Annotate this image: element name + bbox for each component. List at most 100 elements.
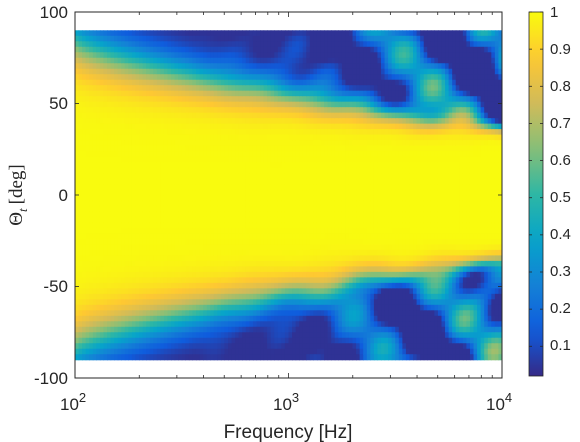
heatmap-cell <box>199 184 204 191</box>
heatmap-cell <box>270 299 275 306</box>
heatmap-cell <box>103 134 108 141</box>
heatmap-cell <box>263 266 268 273</box>
heatmap-cell <box>356 216 361 224</box>
heatmap-cell <box>288 118 293 125</box>
heatmap-cell <box>302 184 307 191</box>
heatmap-cell <box>185 227 190 235</box>
heatmap-cell <box>178 79 183 86</box>
heatmap-cell <box>210 134 215 141</box>
heatmap-cell <box>117 255 122 262</box>
heatmap-cell <box>302 129 307 136</box>
heatmap-cell <box>356 178 361 185</box>
heatmap-cell <box>99 282 105 289</box>
heatmap-cell <box>245 348 250 355</box>
heatmap-cell <box>299 129 304 136</box>
heatmap-cell <box>139 68 144 75</box>
heatmap-cell <box>363 129 368 136</box>
heatmap-cell <box>260 293 265 300</box>
heatmap-cell <box>260 255 265 262</box>
heatmap-cell <box>345 101 350 108</box>
heatmap-cell <box>203 107 208 114</box>
heatmap-cell <box>235 255 240 262</box>
heatmap-cell <box>142 85 147 92</box>
heatmap-cell <box>178 227 183 235</box>
heatmap-cell <box>146 315 151 322</box>
heatmap-cell <box>313 271 318 278</box>
heatmap-cell <box>267 321 272 328</box>
heatmap-cell <box>199 299 204 306</box>
heatmap-cell <box>110 266 115 273</box>
heatmap-cell <box>124 288 129 295</box>
heatmap-cell <box>178 162 183 169</box>
heatmap-cell <box>128 195 133 202</box>
heatmap-cell <box>249 140 254 147</box>
heatmap-cell <box>195 68 201 75</box>
heatmap-cell <box>242 260 247 267</box>
heatmap-cell <box>99 167 105 174</box>
heatmap-cell <box>128 321 133 328</box>
heatmap-cell <box>117 167 122 174</box>
heatmap-cell <box>181 184 186 191</box>
heatmap-cell <box>356 96 361 103</box>
heatmap-cell <box>235 178 240 185</box>
heatmap-cell <box>309 184 315 191</box>
heatmap-cell <box>203 101 208 108</box>
heatmap-cell <box>281 304 286 311</box>
heatmap-cell <box>110 41 115 48</box>
heatmap-cell <box>103 337 108 344</box>
heatmap-cell <box>185 238 190 246</box>
heatmap-cell <box>124 293 129 300</box>
heatmap-cell <box>352 216 357 224</box>
heatmap-cell <box>107 118 112 125</box>
heatmap-cell <box>249 68 254 75</box>
heatmap-cell <box>331 129 336 136</box>
heatmap-cell <box>121 90 126 97</box>
heatmap-cell <box>82 96 87 103</box>
heatmap-cell <box>220 79 226 86</box>
heatmap-cell <box>320 332 325 339</box>
heatmap-cell <box>174 74 179 81</box>
heatmap-cell <box>224 266 229 273</box>
heatmap-cell <box>131 41 137 48</box>
heatmap-cell <box>78 310 83 317</box>
heatmap-cell <box>334 326 339 333</box>
heatmap-cell <box>78 238 83 246</box>
heatmap-cell <box>160 134 165 141</box>
heatmap-cell <box>178 74 183 81</box>
heatmap-cell <box>260 63 265 70</box>
heatmap-cell <box>107 79 112 86</box>
heatmap-cell <box>356 233 361 240</box>
heatmap-cell <box>284 30 290 37</box>
heatmap-cell <box>313 205 318 213</box>
heatmap-cell <box>139 156 144 163</box>
heatmap-cell <box>242 90 247 97</box>
heatmap-cell <box>213 189 218 196</box>
heatmap-cell <box>281 189 286 196</box>
heatmap-cell <box>181 211 186 218</box>
heatmap-cell <box>352 233 357 240</box>
heatmap-cell <box>192 145 197 152</box>
heatmap-cell <box>316 145 322 152</box>
heatmap-cell <box>217 227 222 235</box>
heatmap-cell <box>146 145 151 152</box>
heatmap-cell <box>320 216 325 224</box>
heatmap-cell <box>260 332 265 339</box>
heatmap-cell <box>295 167 300 174</box>
heatmap-cell <box>75 63 80 70</box>
heatmap-cell <box>348 167 354 174</box>
heatmap-cell <box>167 293 172 300</box>
heatmap-cell <box>288 145 293 152</box>
heatmap-cell <box>242 249 247 256</box>
heatmap-cell <box>366 41 371 48</box>
heatmap-cell <box>324 30 329 37</box>
heatmap-cell <box>142 299 147 306</box>
heatmap-cell <box>366 249 371 256</box>
heatmap-cell <box>110 227 115 235</box>
heatmap-cell <box>309 90 315 97</box>
heatmap-cell <box>345 249 350 256</box>
heatmap-cell <box>199 216 204 224</box>
heatmap-cell <box>302 118 307 125</box>
heatmap-cell <box>235 118 240 125</box>
heatmap-cell <box>146 310 151 317</box>
heatmap-cell <box>359 249 364 256</box>
